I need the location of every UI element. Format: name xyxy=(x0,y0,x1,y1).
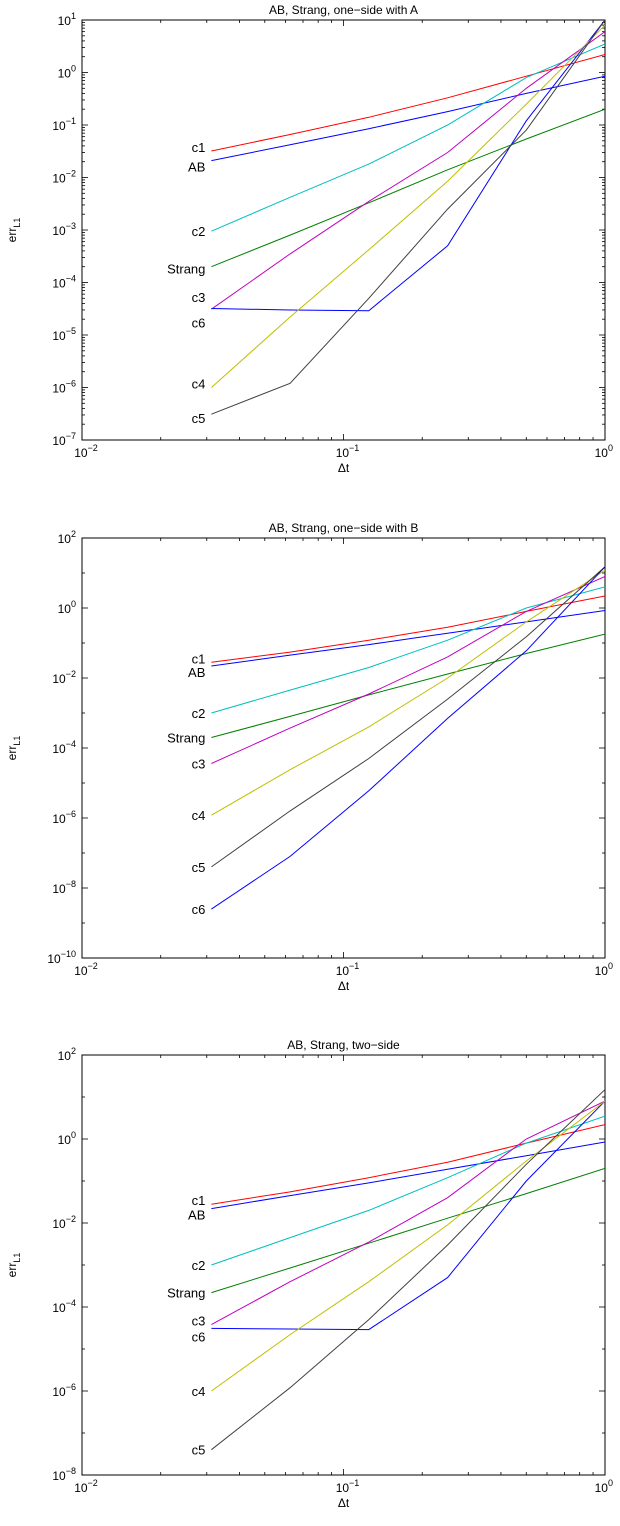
y-tick-label: 10−4 xyxy=(52,739,76,756)
series-line-c5 xyxy=(211,566,605,868)
x-tick-label: 10−1 xyxy=(336,1478,360,1495)
series-label-c3: c3 xyxy=(192,757,206,772)
y-axis-label: errL1 xyxy=(5,736,22,761)
plot-frame xyxy=(81,1054,606,1476)
y-tick-label: 100 xyxy=(58,1130,76,1147)
series-label-c4: c4 xyxy=(192,808,206,823)
series-label-c3: c3 xyxy=(192,1314,206,1329)
series-line-c4 xyxy=(211,1100,605,1392)
series-line-c6 xyxy=(211,566,605,910)
y-tick-label: 10−2 xyxy=(52,1214,76,1231)
series-label-strang: Strang xyxy=(167,730,205,745)
series-label-c3: c3 xyxy=(192,290,206,305)
y-tick-label: 10−5 xyxy=(52,326,76,343)
y-tick-label: 102 xyxy=(58,529,76,546)
series-label-c6: c6 xyxy=(192,1329,206,1344)
series-label-ab: AB xyxy=(188,1208,205,1223)
series-label-c5: c5 xyxy=(192,411,206,426)
chart-title: AB, Strang, one−side with B xyxy=(269,521,419,535)
y-tick-label: 102 xyxy=(58,1046,76,1063)
series-label-ab: AB xyxy=(188,665,205,680)
series-label-c4: c4 xyxy=(192,377,206,392)
y-tick-label: 100 xyxy=(58,64,76,81)
series-label-strang: Strang xyxy=(167,262,205,277)
x-tick-label: 10−2 xyxy=(74,443,98,460)
y-axis-label: errL1 xyxy=(5,1253,22,1278)
series-line-c3 xyxy=(211,1100,605,1326)
series-label-c6: c6 xyxy=(192,902,206,917)
x-tick-label: 10−2 xyxy=(74,961,98,978)
series-label-c1: c1 xyxy=(192,140,206,155)
series-line-c2 xyxy=(211,43,605,232)
chart-panel-3: AB, Strang, two−side Δt errL1 10−2 10−1 100 10… xyxy=(5,1038,613,1510)
series-label-c2: c2 xyxy=(192,224,206,239)
chart-title: AB, Strang, two−side xyxy=(287,1038,400,1052)
y-tick-label: 10−4 xyxy=(52,274,76,291)
x-tick-label: 10−1 xyxy=(336,961,360,978)
series-line-strang xyxy=(211,108,605,268)
y-tick-label: 10−10 xyxy=(47,949,76,966)
series-label-c2: c2 xyxy=(192,1258,206,1273)
series-line-strang xyxy=(211,633,605,738)
x-tick-label: 100 xyxy=(595,1478,613,1495)
series-line-c3 xyxy=(211,31,605,310)
series-line-c6 xyxy=(211,1100,605,1331)
series-label-c5: c5 xyxy=(192,1443,206,1458)
series-label-ab: AB xyxy=(188,160,205,175)
series-line-c5 xyxy=(211,1089,605,1451)
x-tick-label: 100 xyxy=(595,961,613,978)
x-axis-label: Δt xyxy=(338,461,350,475)
series-label-c6: c6 xyxy=(192,315,206,330)
y-tick-label: 101 xyxy=(58,11,76,28)
y-tick-label: 10−8 xyxy=(52,1466,76,1483)
y-tick-label: 10−6 xyxy=(52,1382,76,1399)
series-label-c1: c1 xyxy=(192,1193,206,1208)
y-tick-label: 10−2 xyxy=(52,669,76,686)
series-line-c2 xyxy=(211,586,605,714)
series-label-c5: c5 xyxy=(192,860,206,875)
x-tick-label: 100 xyxy=(595,443,613,460)
y-tick-label: 10−4 xyxy=(52,1298,76,1315)
y-tick-label: 10−8 xyxy=(52,879,76,896)
x-tick-label: 10−2 xyxy=(74,1478,98,1495)
series-line-c4 xyxy=(211,569,605,816)
series-label-c2: c2 xyxy=(192,706,206,721)
y-tick-label: 10−6 xyxy=(52,379,76,396)
series-line-ab xyxy=(211,610,605,667)
series-line-c1 xyxy=(211,595,605,663)
x-axis-label: Δt xyxy=(338,1496,350,1510)
y-tick-label: 10−2 xyxy=(52,169,76,186)
series-line-ab xyxy=(211,1141,605,1210)
series-label-c1: c1 xyxy=(192,651,206,666)
x-tick-label: 10−1 xyxy=(336,443,360,460)
y-tick-label: 10−7 xyxy=(52,431,76,448)
y-axis-label: errL1 xyxy=(5,218,22,243)
series-line-c1 xyxy=(211,1124,605,1205)
series-label-strang: Strang xyxy=(167,1286,205,1301)
series-line-c6 xyxy=(211,20,605,312)
x-axis-label: Δt xyxy=(338,979,350,993)
series-line-c3 xyxy=(211,575,605,764)
y-tick-label: 10−6 xyxy=(52,809,76,826)
series-line-c1 xyxy=(211,54,605,152)
series-line-ab xyxy=(211,75,605,162)
series-line-c2 xyxy=(211,1115,605,1266)
y-tick-label: 10−3 xyxy=(52,221,76,238)
series-line-c4 xyxy=(211,24,605,388)
series-label-c4: c4 xyxy=(192,1384,206,1399)
y-tick-label: 100 xyxy=(58,599,76,616)
series-line-c5 xyxy=(211,20,605,415)
plot-frame xyxy=(81,19,606,441)
series-line-strang xyxy=(211,1167,605,1294)
chart-title: AB, Strang, one−side with A xyxy=(269,3,418,17)
y-tick-label: 10−1 xyxy=(52,116,76,133)
plot-frame xyxy=(81,537,606,959)
